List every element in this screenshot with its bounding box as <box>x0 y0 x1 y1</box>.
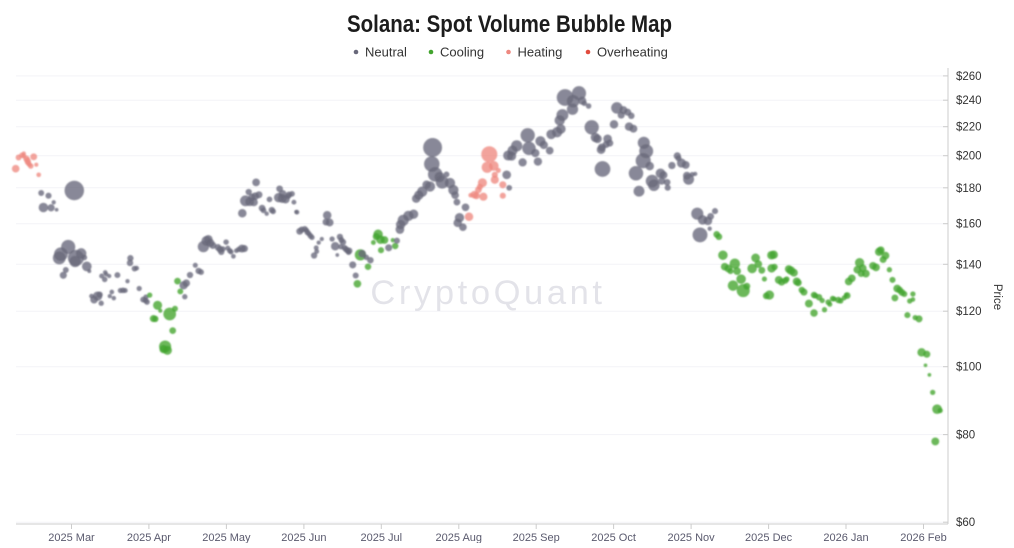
svg-text:2026 Jan: 2026 Jan <box>823 532 868 543</box>
svg-text:$100: $100 <box>956 362 982 374</box>
svg-text:2025 May: 2025 May <box>202 532 251 543</box>
svg-text:2025 Apr: 2025 Apr <box>127 532 171 543</box>
svg-text:2026 Feb: 2026 Feb <box>900 532 946 543</box>
svg-text:Price: Price <box>991 284 1003 310</box>
svg-text:$140: $140 <box>956 259 982 271</box>
svg-text:2025 Nov: 2025 Nov <box>668 532 716 543</box>
svg-text:2025 Aug: 2025 Aug <box>436 532 483 543</box>
svg-text:Heating: Heating <box>518 45 563 60</box>
svg-text:2025 Sep: 2025 Sep <box>513 532 560 543</box>
svg-text:$120: $120 <box>956 306 982 318</box>
svg-text:$60: $60 <box>956 517 975 529</box>
svg-text:$240: $240 <box>956 95 982 107</box>
svg-text:Overheating: Overheating <box>597 45 668 60</box>
svg-text:2025 Jul: 2025 Jul <box>361 532 403 543</box>
svg-text:Neutral: Neutral <box>365 45 407 60</box>
svg-text:$160: $160 <box>956 219 982 231</box>
svg-text:2025 Oct: 2025 Oct <box>591 532 636 543</box>
svg-text:$180: $180 <box>956 183 982 195</box>
svg-text:2025 Dec: 2025 Dec <box>745 532 793 543</box>
svg-text:CryptoQuant: CryptoQuant <box>370 274 605 312</box>
svg-text:$220: $220 <box>956 122 982 134</box>
svg-text:Solana: Spot Volume Bubble Map: Solana: Spot Volume Bubble Map <box>347 11 672 38</box>
svg-text:2025 Mar: 2025 Mar <box>48 532 95 543</box>
svg-text:2025 Jun: 2025 Jun <box>281 532 326 543</box>
svg-text:$260: $260 <box>956 71 982 83</box>
svg-text:$80: $80 <box>956 430 975 442</box>
svg-text:Cooling: Cooling <box>440 45 484 60</box>
svg-text:$200: $200 <box>956 151 982 163</box>
